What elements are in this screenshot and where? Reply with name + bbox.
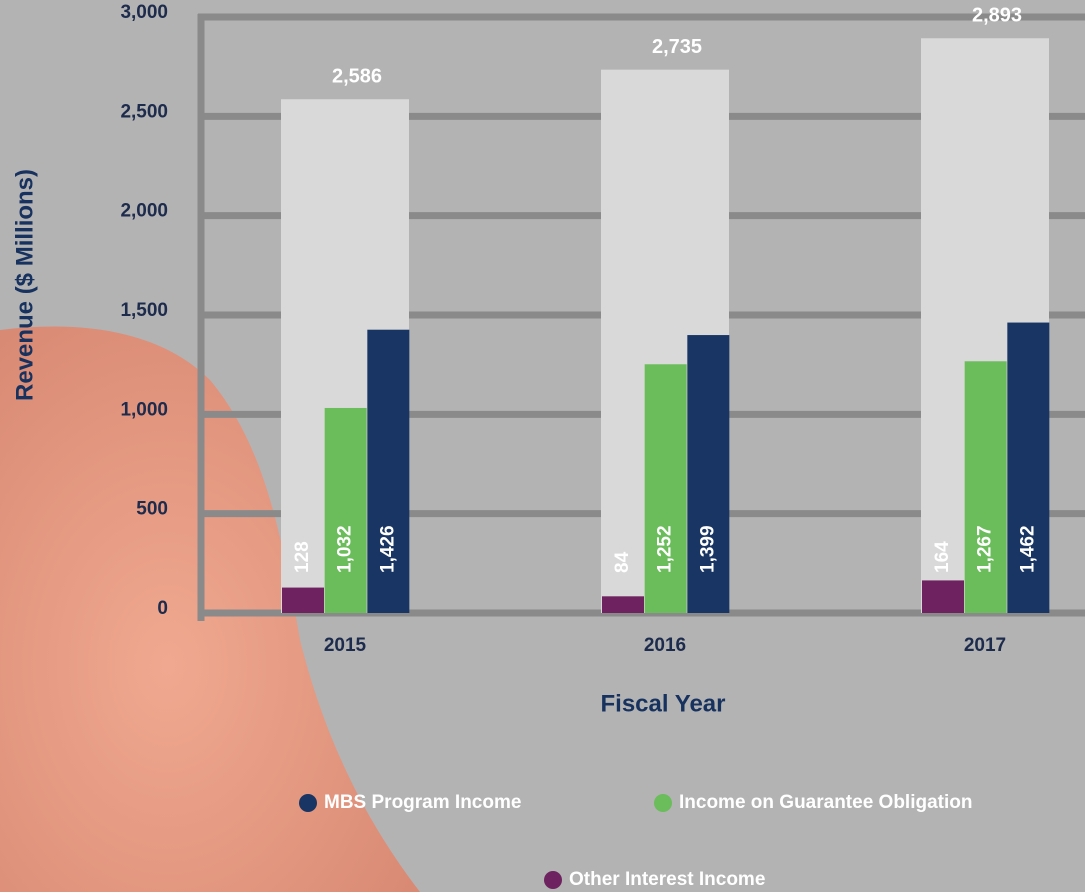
y-tick-label: 2,000 (120, 201, 168, 222)
y-tick-label: 2,500 (120, 101, 168, 122)
x-tick-label: 2015 (324, 635, 367, 656)
x-tick-label: 2017 (964, 635, 1006, 656)
value-label: 128 (292, 541, 313, 573)
bar (324, 407, 367, 613)
bar (367, 329, 410, 613)
legend-swatch (299, 794, 317, 812)
x-tick-label: 2016 (644, 635, 686, 656)
x-axis-title: Fiscal Year (601, 690, 726, 717)
value-label: 1,426 (377, 525, 398, 573)
y-axis-title: Revenue ($ Millions) (11, 169, 38, 401)
hand-image (0, 326, 420, 892)
bar (687, 335, 730, 613)
legend-label: MBS Program Income (324, 792, 521, 813)
bar (964, 361, 1007, 613)
legend-label: Income on Guarantee Obligation (679, 792, 972, 813)
y-tick-label: 500 (136, 499, 168, 520)
total-label: 2,893 (972, 5, 1022, 27)
y-tick-label: 1,500 (120, 300, 168, 321)
value-label: 84 (612, 551, 633, 573)
value-label: 1,252 (655, 525, 676, 573)
y-tick-label: 3,000 (120, 2, 168, 23)
bar (1007, 322, 1050, 613)
y-tick-label: 1,000 (120, 399, 168, 420)
value-label: 1,032 (335, 525, 356, 573)
total-label: 2,735 (652, 36, 702, 58)
bar (922, 580, 964, 613)
bar (602, 596, 644, 613)
value-label: 164 (932, 541, 953, 573)
total-label: 2,586 (332, 66, 382, 88)
legend-swatch (544, 871, 562, 889)
bar (282, 587, 324, 613)
y-tick-label: 0 (157, 598, 168, 619)
legend-label: Other Interest Income (569, 869, 765, 890)
bar (644, 364, 687, 613)
value-label: 1,399 (697, 525, 718, 573)
value-label: 1,462 (1017, 525, 1038, 573)
legend-swatch (654, 794, 672, 812)
value-label: 1,267 (975, 525, 996, 573)
